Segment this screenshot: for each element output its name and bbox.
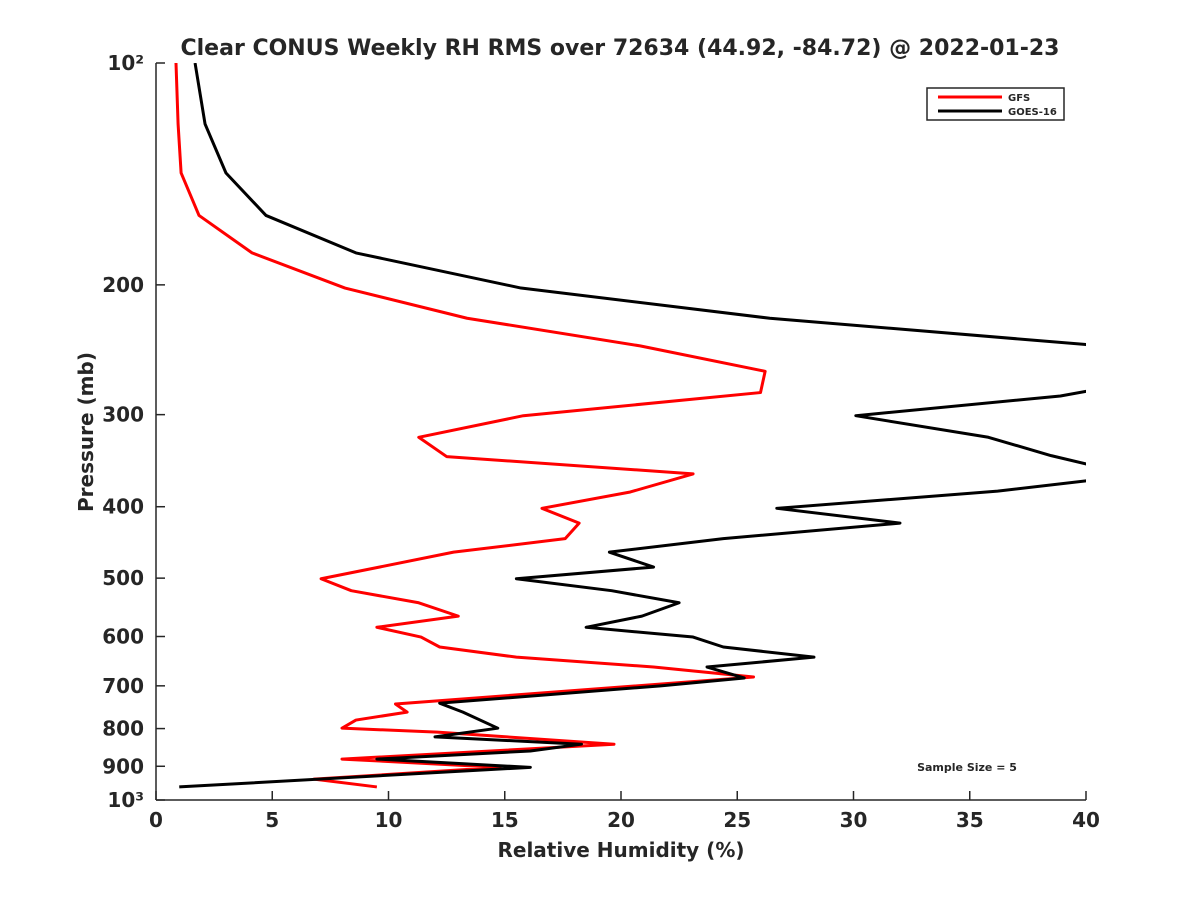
axes: 0 5 10 15 20 25 30 35 40 10² 200 300 400 500 600 700 800… — [102, 51, 1100, 832]
sample-size-annotation: Sample Size = 5 — [917, 761, 1017, 774]
y-tick-label: 700 — [102, 674, 144, 698]
x-tick-label: 15 — [491, 808, 519, 832]
x-tick-label: 35 — [956, 808, 984, 832]
x-tick-label: 10 — [375, 808, 403, 832]
y-tick-label: 600 — [102, 624, 144, 648]
series-line-gfs — [174, 63, 767, 789]
x-axis-label: Relative Humidity (%) — [497, 838, 744, 862]
series-line-goes16 — [179, 63, 1086, 789]
legend-label-goes16: GOES-16 — [1008, 107, 1057, 118]
x-tick-label: 20 — [607, 808, 635, 832]
y-tick-label: 300 — [102, 403, 144, 427]
y-tick-label: 500 — [102, 566, 144, 590]
x-tick-label: 30 — [840, 808, 868, 832]
x-tick-label: 5 — [265, 808, 279, 832]
legend-label-gfs: GFS — [1008, 93, 1030, 104]
legend-box — [926, 87, 1065, 121]
y-tick-label: 900 — [102, 754, 144, 778]
legend: GFS GOES-16 — [926, 87, 1065, 121]
series-layer — [174, 63, 1086, 789]
chart-title: Clear CONUS Weekly RH RMS over 72634 (44… — [181, 36, 1060, 61]
x-tick-label: 0 — [149, 808, 163, 832]
y-tick-label: 200 — [102, 273, 144, 297]
x-tick-label: 40 — [1072, 808, 1100, 832]
y-axis-label: Pressure (mb) — [74, 352, 98, 512]
y-tick-label: 800 — [102, 717, 144, 741]
x-tick-label: 25 — [723, 808, 751, 832]
y-tick-label: 10² — [107, 51, 144, 75]
y-tick-label: 10³ — [107, 788, 144, 812]
y-tick-label: 400 — [102, 495, 144, 519]
